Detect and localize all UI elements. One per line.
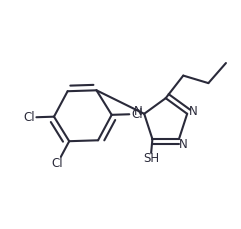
Text: Cl: Cl: [23, 111, 35, 124]
Text: N: N: [134, 105, 142, 118]
Text: Cl: Cl: [131, 108, 143, 120]
Text: N: N: [178, 138, 187, 151]
Text: Cl: Cl: [52, 157, 63, 170]
Text: N: N: [189, 105, 198, 118]
Text: SH: SH: [143, 152, 159, 165]
